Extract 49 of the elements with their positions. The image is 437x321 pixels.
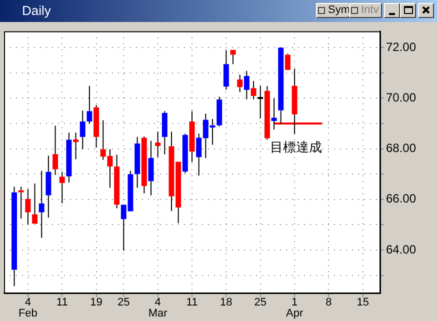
candlestick [32,182,38,224]
candlestick [216,96,222,128]
candlestick [46,155,52,218]
candlestick [18,186,24,220]
candlestick [155,131,161,158]
text: Intv [361,4,379,16]
candlestick [250,80,256,100]
candlestick [141,136,147,194]
x-tick-label: 8 [326,296,332,309]
x-tick-label: 11 [186,296,198,309]
candlestick [271,98,277,130]
candlestick [278,48,284,125]
x-tick-label: 19 [90,296,102,309]
x-tick-label: 4 Feb [18,296,38,320]
x-tick-label: 11 [56,296,68,309]
y-tick-label: 68.00 [386,141,416,156]
candlestick [134,136,140,188]
text: Sym [328,4,350,16]
x-tick-label: 18 [220,296,232,309]
x-tick-label: 25 [254,296,266,309]
x-tick-label: 15 [356,296,370,309]
candlestick [38,170,44,238]
y-tick-label: 72.00 [386,40,416,54]
annotation: 目標達成 [270,140,322,156]
candlestick [148,140,154,196]
x-tick-label: 1 Apr [286,296,304,320]
candlestick [182,133,188,174]
chart-title: Daily [22,3,51,18]
candlestick [80,110,86,150]
candlestick [189,110,195,162]
candlestick [73,132,79,160]
candlestick [114,154,120,209]
candlestick [86,85,92,124]
candlestick [59,171,65,204]
candlestick [237,74,243,93]
candlestick [25,188,31,225]
y-tick-label: 66.00 [386,192,416,206]
x-tick-label: 25 [118,296,130,309]
candlestick [94,104,100,148]
candlestick [244,70,250,100]
candlestick [52,125,58,176]
y-tick-label: 64.00 [386,242,416,256]
candlestick [284,53,290,70]
candlestick [66,132,72,183]
x-tick-label: 4 Mar [148,296,168,320]
candlestick [223,50,229,90]
candlestick [12,186,17,287]
candlestick [162,110,168,155]
y-tick-label: 70.00 [386,90,416,105]
